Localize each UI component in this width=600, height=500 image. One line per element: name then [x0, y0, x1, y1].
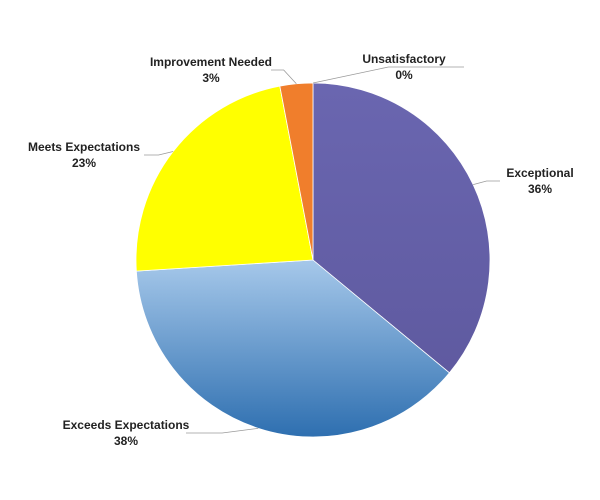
- leader-lines: [144, 66, 500, 434]
- pie-slices: [135, 82, 491, 438]
- label-exceeds-expectations-percent: 38%: [114, 434, 138, 448]
- label-exceeds-expectations-name: Exceeds Expectations: [63, 418, 190, 432]
- label-unsatisfactory-name: Unsatisfactory: [362, 52, 446, 66]
- label-improvement-needed-name: Improvement Needed: [150, 55, 272, 69]
- leader-line-improvement-needed: [271, 69, 297, 85]
- label-improvement-needed-percent: 3%: [202, 71, 220, 85]
- label-meets-expectations-name: Meets Expectations: [28, 140, 140, 154]
- label-unsatisfactory-percent: 0%: [395, 68, 413, 82]
- slice-labels: Exceptional 36% Exceeds Expectations 38%…: [28, 52, 574, 448]
- slice-exceptional: [312, 82, 491, 374]
- leader-line-meets-expectations: [144, 151, 174, 156]
- leader-line-exceptional: [473, 180, 500, 186]
- label-meets-expectations-percent: 23%: [72, 156, 96, 170]
- leader-line-exceeds-expectations: [186, 427, 259, 434]
- slice-exceeds-expectations: [135, 259, 450, 438]
- label-exceptional-name: Exceptional: [506, 166, 573, 180]
- leader-line-unsatisfactory: [312, 66, 464, 84]
- label-exceptional-percent: 36%: [528, 182, 552, 196]
